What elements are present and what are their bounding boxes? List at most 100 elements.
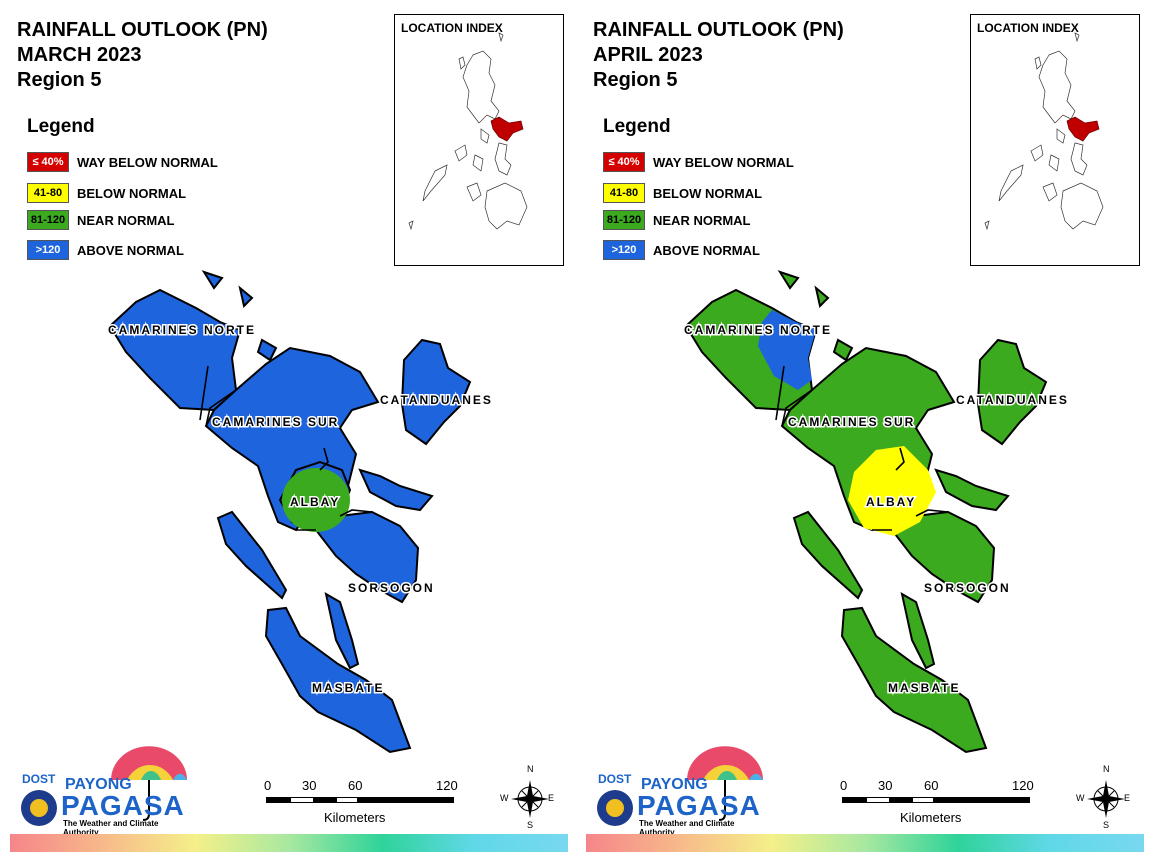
dost-label: DOST [598,772,632,786]
island-shape [216,510,288,600]
legend-label: NEAR NORMAL [77,213,175,228]
legend-title: Legend [27,116,95,137]
location-index-map: LOCATION INDEX [970,14,1140,266]
outlook-panel-april: RAINFALL OUTLOOK (PN) APRIL 2023 Region … [576,0,1152,864]
province-shape-catanduanes [400,338,472,446]
payong-label: PAYONG [641,776,708,793]
province-shape-catanduanes [976,338,1048,446]
legend-title: Legend [603,116,671,137]
legend-swatch: 41-80 [27,183,69,203]
outlook-panel-march: RAINFALL OUTLOOK (PN) MARCH 2023 Region … [10,14,568,852]
island-shape [324,592,360,670]
region-5-map: CAMARINES NORTE CAMARINES SUR CATANDUANE… [107,270,492,754]
province-label-catanduanes: CATANDUANES [956,393,1069,407]
scale-caption: Kilometers [900,810,962,825]
province-label-albay: ALBAY [290,495,340,509]
albay-below-normal-zone [848,446,936,536]
scale-tick: 60 [924,778,939,793]
region-5-map: CAMARINES NORTE CAMARINES SUR CATANDUANE… [683,270,1069,754]
pagasa-label: PAGASA [61,790,185,821]
province-label-masbate: MASBATE [312,681,384,695]
legend-label: ABOVE NORMAL [77,243,184,258]
legend-swatch: >120 [603,240,645,260]
title-month: MARCH 2023 [17,44,142,66]
legend-swatch: 41-80 [603,183,645,203]
province-label-camarines-norte: CAMARINES NORTE [684,323,832,337]
scale-tick: 120 [436,778,458,793]
map-title: RAINFALL OUTLOOK (PN) APRIL 2023 Region … [593,18,844,93]
compass-n: N [1103,764,1110,774]
scale-tick: 120 [1012,778,1034,793]
scale-tick: 30 [878,778,893,793]
province-label-sorsogon: SORSOGON [924,581,1011,595]
island-shape [777,270,800,290]
map-title: RAINFALL OUTLOOK (PN) MARCH 2023 Region … [17,18,268,93]
island-shape [900,592,936,670]
legend-swatch: ≤ 40% [603,152,645,172]
compass-rose-icon: N S W E [1076,764,1130,832]
island-shape [238,285,254,308]
footer-gradient-bar [10,834,568,852]
island-shape [256,338,278,362]
scale-tick: 0 [840,778,848,793]
compass-n: N [527,764,534,774]
island-shape [201,270,224,290]
province-label-sorsogon: SORSOGON [348,581,435,595]
province-shape-camarines-norte [108,288,242,412]
tagline-label: The Weather and Climate Authority [63,819,159,837]
pagasa-logo: DOST PAYONG PAGASA The Weather and Clima… [591,740,771,837]
legend-swatch: 81-120 [603,210,645,230]
title-line1: RAINFALL OUTLOOK (PN) [593,19,844,41]
scale-tick: 0 [264,778,272,793]
compass-rose-icon: N S W E [500,764,555,832]
pagasa-label: PAGASA [637,790,761,821]
title-month: APRIL 2023 [593,44,703,66]
legend-label: NEAR NORMAL [653,213,751,228]
island-shape [934,468,1010,512]
province-label-albay: ALBAY [866,495,916,509]
province-label-camarines-sur: CAMARINES SUR [788,415,915,429]
albay-near-normal-zone [282,468,350,532]
legend-swatch: 81-120 [27,210,69,230]
province-label-camarines-sur: CAMARINES SUR [212,415,339,429]
location-index-label: LOCATION INDEX [977,21,1079,35]
legend-swatch: >120 [27,240,69,260]
island-shape [832,338,854,362]
scale-caption: Kilometers [324,810,386,825]
island-shape [792,510,864,600]
legend-swatch: ≤ 40% [27,152,69,172]
tagline-label: The Weather and Climate Authority [639,819,735,837]
compass-e: E [548,793,555,803]
footer-gradient-bar [586,834,1144,852]
region-5-highlight [1066,116,1100,142]
compass-w: W [1076,793,1085,803]
dost-label: DOST [22,772,56,786]
scale-tick: 30 [302,778,317,793]
province-shape-sorsogon [890,510,996,604]
province-shape-masbate [840,606,988,754]
province-shape-masbate [264,606,412,754]
compass-s: S [527,820,534,830]
scale-bar: 0 30 60 120 Kilometers [262,778,462,828]
location-index-map: LOCATION INDEX [394,14,564,266]
camarines-norte-above-normal-zone [758,310,816,390]
title-region: Region 5 [593,69,678,91]
title-region: Region 5 [17,69,102,91]
compass-s: S [1103,820,1110,830]
legend-label: BELOW NORMAL [653,186,763,201]
province-label-camarines-norte: CAMARINES NORTE [108,323,256,337]
island-shape [358,468,434,512]
title-line1: RAINFALL OUTLOOK (PN) [17,19,268,41]
legend-label: BELOW NORMAL [77,186,187,201]
province-label-masbate: MASBATE [888,681,960,695]
legend-label: ABOVE NORMAL [653,243,760,258]
island-shape [814,285,830,308]
legend-label: WAY BELOW NORMAL [77,155,218,170]
pagasa-logo: DOST PAYONG PAGASA The Weather and Clima… [15,740,195,837]
location-index-label: LOCATION INDEX [401,21,503,35]
payong-label: PAYONG [65,776,132,793]
region-5-highlight [490,116,524,142]
province-shape-sorsogon [314,510,420,604]
legend-label: WAY BELOW NORMAL [653,155,794,170]
scale-bar: 0 30 60 120 Kilometers [838,778,1038,828]
